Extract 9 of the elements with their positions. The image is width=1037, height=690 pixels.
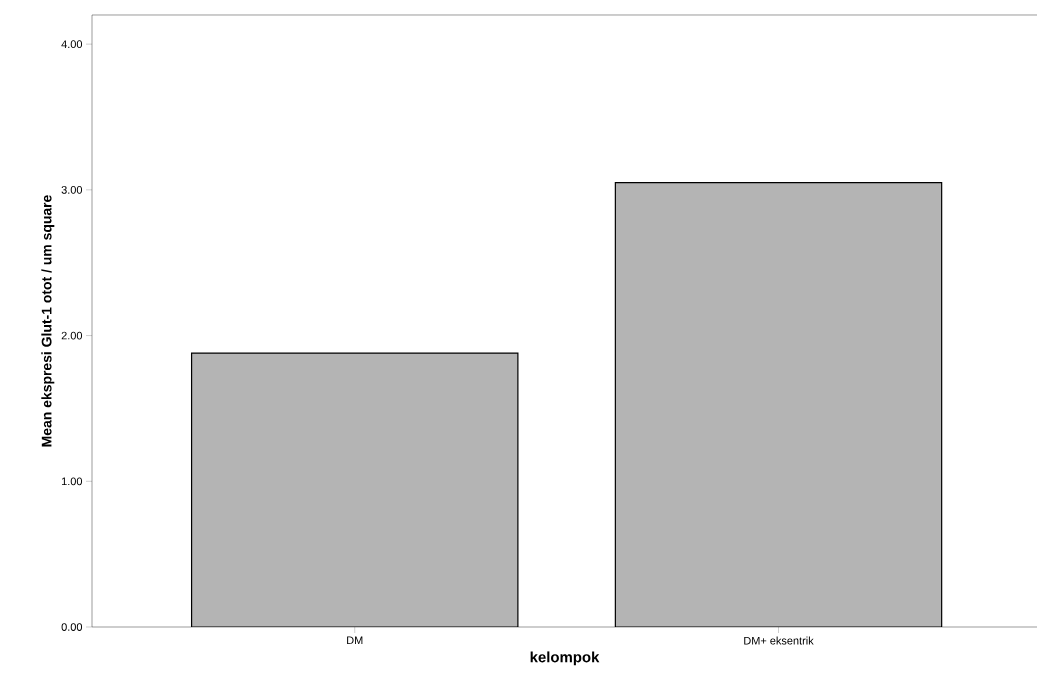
y-tick-label: 2.00: [61, 331, 83, 340]
x-tick-label: DM+ eksentrik: [744, 636, 814, 645]
y-tick-label: 0.00: [61, 623, 83, 631]
x-tick-label: DM: [347, 636, 363, 645]
x-axis-title: kelompok: [530, 651, 600, 666]
y-axis-title: Mean ekspresi Glut-1 otot / um square: [41, 195, 55, 447]
y-tick-label: 1.00: [61, 477, 83, 486]
y-tick-label: 3.00: [61, 185, 83, 194]
y-tick-label: 4.00: [61, 40, 83, 49]
